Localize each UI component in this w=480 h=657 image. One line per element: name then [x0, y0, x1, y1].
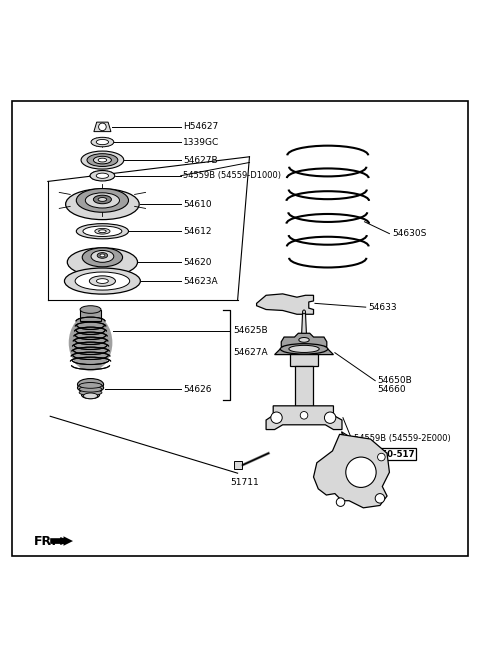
Polygon shape — [313, 434, 389, 508]
Text: 1339GC: 1339GC — [183, 137, 219, 147]
Text: H54627: H54627 — [183, 122, 218, 131]
Ellipse shape — [91, 137, 114, 147]
Bar — [290, 346, 318, 365]
Ellipse shape — [299, 338, 309, 342]
Ellipse shape — [64, 268, 140, 294]
Ellipse shape — [75, 272, 130, 290]
Text: 54623A: 54623A — [183, 277, 218, 286]
Ellipse shape — [79, 386, 102, 392]
Ellipse shape — [96, 279, 108, 283]
Ellipse shape — [79, 382, 102, 388]
Ellipse shape — [79, 390, 102, 396]
Text: 54559B (54559-2E000): 54559B (54559-2E000) — [354, 434, 451, 443]
Ellipse shape — [81, 151, 124, 169]
Text: FR.: FR. — [34, 535, 57, 547]
Text: 51711: 51711 — [230, 478, 259, 487]
Ellipse shape — [302, 310, 305, 314]
Polygon shape — [275, 349, 334, 355]
Text: 54660: 54660 — [378, 385, 406, 394]
Polygon shape — [266, 406, 342, 430]
Polygon shape — [234, 461, 242, 469]
Ellipse shape — [66, 189, 139, 219]
Ellipse shape — [84, 393, 97, 399]
Text: 54627A: 54627A — [233, 348, 267, 357]
Ellipse shape — [80, 306, 101, 313]
Ellipse shape — [87, 154, 118, 166]
Polygon shape — [301, 312, 306, 333]
Ellipse shape — [98, 230, 106, 233]
Text: 54650B: 54650B — [378, 376, 412, 385]
Text: 54625B: 54625B — [233, 327, 267, 335]
Circle shape — [336, 498, 345, 507]
Ellipse shape — [98, 158, 107, 162]
Ellipse shape — [90, 171, 115, 181]
Ellipse shape — [77, 378, 104, 390]
Ellipse shape — [69, 314, 112, 371]
Ellipse shape — [76, 189, 129, 212]
Polygon shape — [257, 294, 313, 314]
Circle shape — [324, 412, 336, 423]
Ellipse shape — [280, 344, 328, 354]
Ellipse shape — [76, 223, 129, 239]
Polygon shape — [281, 333, 327, 346]
Text: 54626: 54626 — [183, 385, 212, 394]
Ellipse shape — [83, 226, 122, 237]
Circle shape — [375, 493, 384, 503]
Circle shape — [346, 457, 376, 487]
Polygon shape — [94, 122, 111, 131]
Bar — [296, 365, 312, 406]
Text: 54633: 54633 — [368, 303, 396, 311]
Ellipse shape — [96, 139, 108, 145]
Polygon shape — [50, 536, 73, 546]
Circle shape — [271, 412, 282, 423]
Ellipse shape — [289, 346, 319, 352]
Text: 54559B (54559-D1000): 54559B (54559-D1000) — [183, 171, 281, 180]
Ellipse shape — [82, 248, 122, 267]
Ellipse shape — [98, 198, 107, 201]
Ellipse shape — [67, 248, 137, 277]
Text: 54610: 54610 — [183, 200, 212, 209]
Text: 54612: 54612 — [183, 227, 212, 236]
Ellipse shape — [94, 195, 111, 204]
Ellipse shape — [89, 276, 116, 286]
Bar — [80, 309, 101, 321]
Circle shape — [300, 411, 308, 419]
Bar — [80, 383, 101, 392]
Ellipse shape — [85, 193, 120, 208]
Ellipse shape — [82, 391, 99, 399]
Ellipse shape — [96, 173, 108, 178]
Ellipse shape — [97, 252, 108, 258]
Ellipse shape — [94, 156, 111, 164]
Text: REF.50-517: REF.50-517 — [361, 450, 415, 459]
Ellipse shape — [100, 254, 105, 257]
Circle shape — [378, 453, 385, 461]
Ellipse shape — [91, 250, 114, 262]
Text: 54620: 54620 — [183, 258, 212, 267]
Ellipse shape — [95, 229, 110, 234]
Circle shape — [98, 123, 106, 131]
Text: 54627B: 54627B — [183, 156, 218, 165]
Text: 54630S: 54630S — [392, 229, 426, 238]
Ellipse shape — [77, 383, 104, 392]
